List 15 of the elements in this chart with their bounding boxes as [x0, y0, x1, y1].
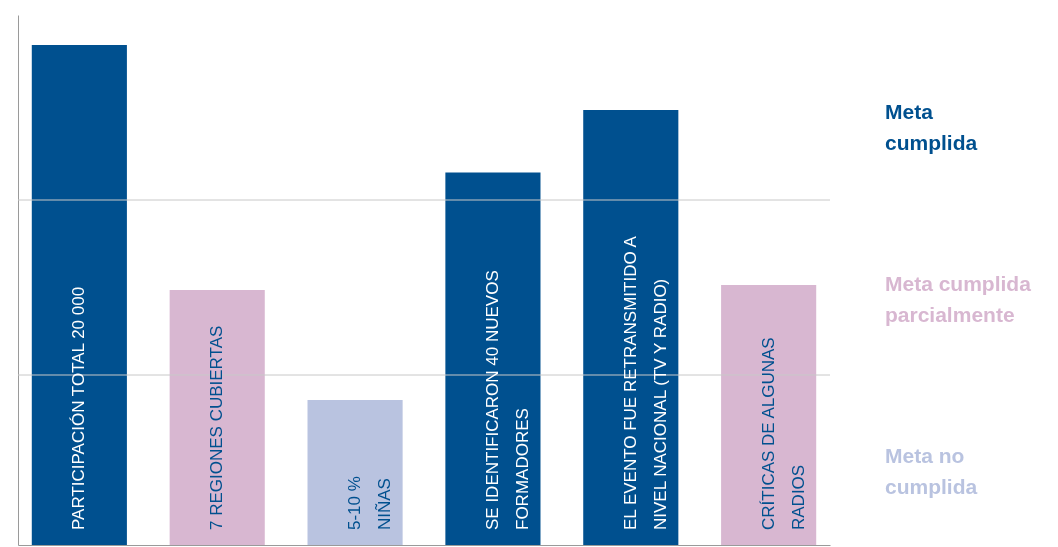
bar — [583, 110, 679, 545]
bar — [31, 45, 127, 545]
bar — [169, 290, 265, 545]
x-tick-label: EL EVENTO FUE RETRANSMITIDO A NIVEL NACIONAL (TV Y RADIO) — [620, 235, 670, 530]
x-tick-label: 5-10 % NIÑAS — [345, 476, 395, 530]
text: Meta cumplida — [885, 100, 978, 154]
bar — [307, 400, 403, 545]
text: Meta cumplida parcialmente — [885, 272, 1032, 326]
x-tick-label: SE IDENTIFICARON 40 NUEVOS FORMADORES — [482, 270, 532, 530]
text: Meta no cumplida — [885, 444, 978, 498]
bar — [721, 285, 817, 545]
x-tick-label: 7 REGIONES CUBIERTAS — [207, 325, 227, 530]
x-tick-label: CRÍTICAS DE ALGUNAS RADIOS — [758, 337, 808, 530]
x-tick-label: PARTICIPACIÓN TOTAL 20 000 — [69, 286, 89, 530]
bar — [445, 172, 541, 545]
